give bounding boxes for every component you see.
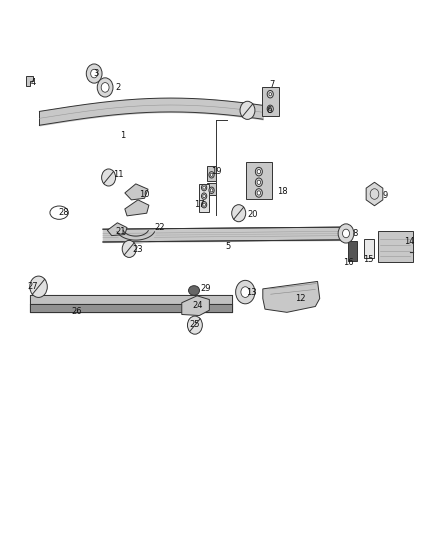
Polygon shape: [107, 223, 127, 236]
FancyBboxPatch shape: [207, 166, 216, 181]
FancyBboxPatch shape: [262, 87, 279, 116]
Circle shape: [210, 189, 213, 192]
Circle shape: [102, 169, 116, 186]
Text: 11: 11: [113, 171, 124, 179]
Text: 3: 3: [94, 69, 99, 78]
Text: 15: 15: [363, 255, 373, 264]
Text: 8: 8: [352, 230, 357, 238]
Polygon shape: [366, 182, 383, 206]
Polygon shape: [125, 184, 148, 200]
FancyBboxPatch shape: [348, 241, 357, 261]
Circle shape: [97, 78, 113, 97]
Text: 29: 29: [201, 285, 211, 293]
Circle shape: [255, 167, 262, 176]
Text: 2: 2: [116, 84, 121, 92]
Text: 18: 18: [277, 187, 288, 196]
Text: 21: 21: [115, 227, 126, 236]
Text: 1: 1: [120, 132, 125, 140]
Circle shape: [203, 203, 205, 206]
Circle shape: [203, 186, 205, 189]
Polygon shape: [125, 200, 149, 216]
Text: 13: 13: [247, 288, 257, 296]
Circle shape: [201, 184, 207, 191]
FancyBboxPatch shape: [199, 184, 209, 212]
Circle shape: [209, 172, 214, 178]
Circle shape: [209, 187, 214, 193]
Circle shape: [257, 191, 261, 195]
Circle shape: [343, 229, 350, 238]
Text: 26: 26: [71, 308, 82, 316]
Text: 6: 6: [267, 107, 272, 115]
Circle shape: [338, 224, 354, 243]
Polygon shape: [182, 296, 209, 316]
Circle shape: [236, 280, 255, 304]
Circle shape: [210, 173, 213, 176]
Circle shape: [101, 83, 109, 92]
Polygon shape: [26, 76, 33, 86]
Circle shape: [201, 193, 207, 199]
Text: 17: 17: [194, 200, 205, 209]
Circle shape: [122, 240, 136, 257]
Text: 5: 5: [225, 242, 230, 251]
Text: 14: 14: [404, 238, 415, 246]
Circle shape: [241, 287, 250, 297]
FancyBboxPatch shape: [207, 183, 216, 195]
Text: 28: 28: [58, 208, 69, 217]
Text: 10: 10: [139, 190, 150, 198]
Circle shape: [255, 189, 262, 197]
Text: 9: 9: [383, 191, 388, 199]
Text: 22: 22: [155, 223, 165, 231]
Text: 12: 12: [295, 294, 305, 303]
Circle shape: [240, 101, 255, 119]
Ellipse shape: [188, 286, 199, 295]
FancyBboxPatch shape: [246, 162, 272, 199]
Circle shape: [257, 180, 261, 184]
Text: 7: 7: [269, 80, 274, 88]
Circle shape: [203, 195, 205, 198]
Text: 4: 4: [30, 78, 35, 87]
Circle shape: [269, 93, 272, 96]
Text: 27: 27: [28, 282, 38, 291]
Circle shape: [201, 201, 207, 208]
Text: 25: 25: [190, 320, 200, 329]
Text: 23: 23: [133, 245, 143, 254]
Circle shape: [30, 276, 47, 297]
Circle shape: [91, 69, 98, 78]
Text: 24: 24: [193, 302, 203, 310]
Circle shape: [255, 178, 262, 187]
Circle shape: [86, 64, 102, 83]
Polygon shape: [263, 281, 320, 312]
Circle shape: [232, 205, 246, 222]
Circle shape: [257, 169, 261, 174]
Text: 19: 19: [211, 167, 222, 175]
FancyBboxPatch shape: [378, 231, 413, 262]
Circle shape: [267, 91, 273, 98]
Circle shape: [269, 107, 272, 110]
Circle shape: [187, 316, 202, 334]
FancyBboxPatch shape: [364, 239, 374, 258]
Text: 16: 16: [343, 258, 353, 266]
Text: 20: 20: [247, 211, 258, 219]
Circle shape: [267, 105, 273, 112]
